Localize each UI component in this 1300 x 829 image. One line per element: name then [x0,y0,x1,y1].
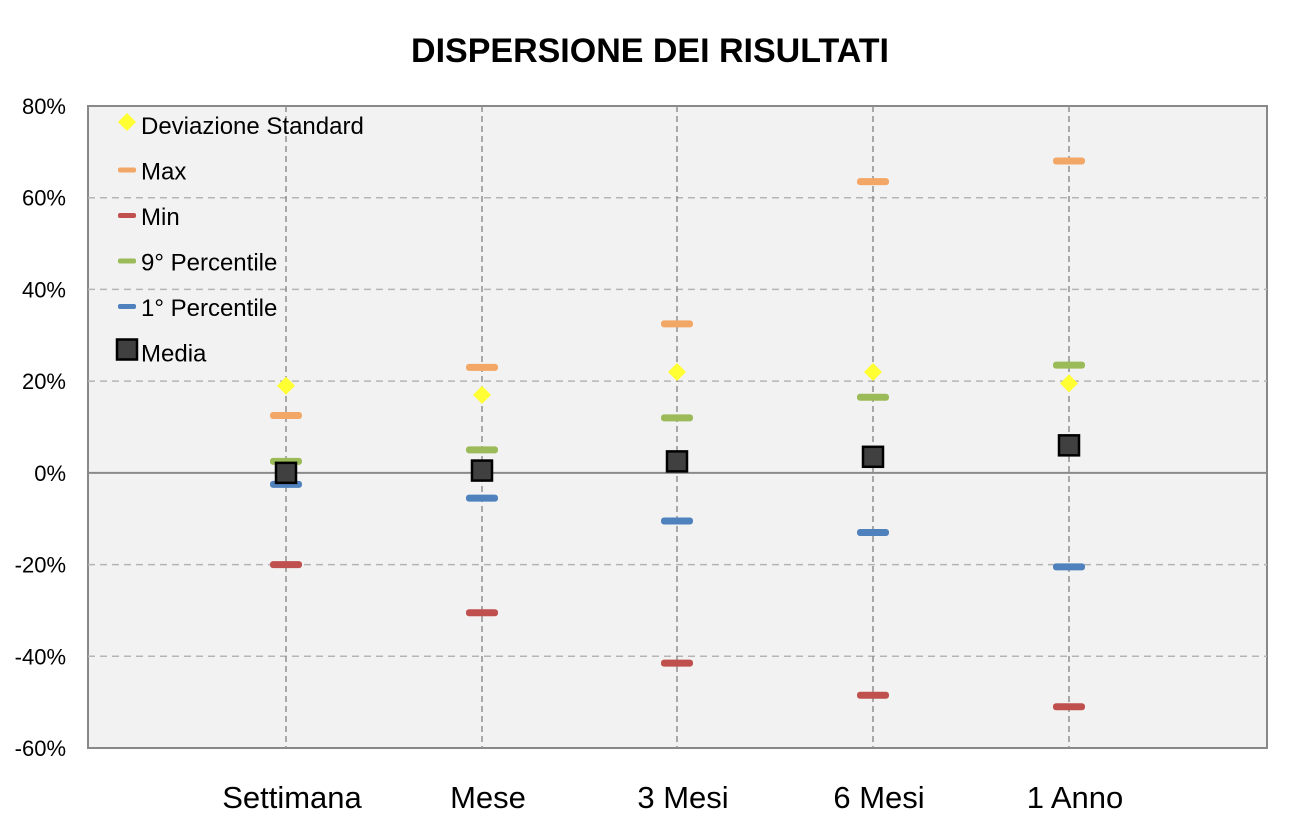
x-axis-ticks: Settimana Mese 3 Mesi 6 Mesi 1 Anno [222,780,1123,815]
x-tick-label: Settimana [222,780,362,815]
point-media [470,459,494,482]
point-max [466,363,498,371]
point-min [270,561,302,569]
point-media [1057,434,1081,457]
point-9-percentile [661,414,693,422]
point-min [661,659,693,667]
chart-title: DISPERSIONE DEI RISULTATI [411,32,889,70]
point-min [1053,703,1085,711]
x-tick-label: 3 Mesi [637,780,728,815]
point-deviazione-standard [473,385,491,404]
y-axis-ticks: 80% 60% 40% 20% 0% -20% -40% -60% [15,94,66,761]
y-tick-label: -60% [15,736,66,761]
point-min [857,691,889,699]
legend-label-max: Max [141,159,186,186]
point-max [270,412,302,420]
y-tick-label: -20% [15,553,66,578]
point-1-percentile [1053,563,1085,571]
point-1-percentile [857,528,889,536]
y-tick-label: 20% [22,369,66,394]
legend: Deviazione Standard Max Min 9° Percentile 1°… [115,113,364,368]
point-max [1053,157,1085,165]
point-deviazione-standard [1060,374,1078,393]
legend-label-1-percentile: 1° Percentile [141,295,277,322]
x-tick-label: 1 Anno [1027,780,1124,815]
legend-marker-min [118,213,136,218]
legend-marker-9-percentile [118,258,136,264]
point-1-percentile [466,494,498,502]
legend-marker-1-percentile [118,304,136,309]
point-deviazione-standard [864,362,882,381]
y-tick-label: 0% [34,461,66,486]
point-9-percentile [857,393,889,401]
point-max [857,178,889,186]
legend-label-deviazione-standard: Deviazione Standard [141,113,364,140]
legend-label-min: Min [141,204,180,231]
point-max [661,320,693,328]
legend-marker-max [118,167,136,173]
point-deviazione-standard [668,362,686,381]
data-marks [270,157,1085,711]
point-min [466,609,498,617]
point-media [861,445,885,469]
legend-label-9-percentile: 9° Percentile [141,250,277,277]
legend-marker-deviazione-standard [118,113,136,131]
point-9-percentile [1053,361,1085,369]
y-tick-label: 40% [22,277,66,302]
point-9-percentile [466,446,498,454]
y-tick-label: 60% [22,186,66,211]
point-media [665,450,689,473]
x-tick-label: 6 Mesi [833,780,924,815]
y-tick-label: -40% [15,644,66,669]
y-tick-label: 80% [22,94,66,119]
x-tick-label: Mese [450,780,526,815]
legend-marker-media [115,338,139,361]
legend-label-media: Media [141,341,207,368]
point-1-percentile [661,517,693,525]
point-media [274,461,298,485]
point-deviazione-standard [277,376,295,395]
